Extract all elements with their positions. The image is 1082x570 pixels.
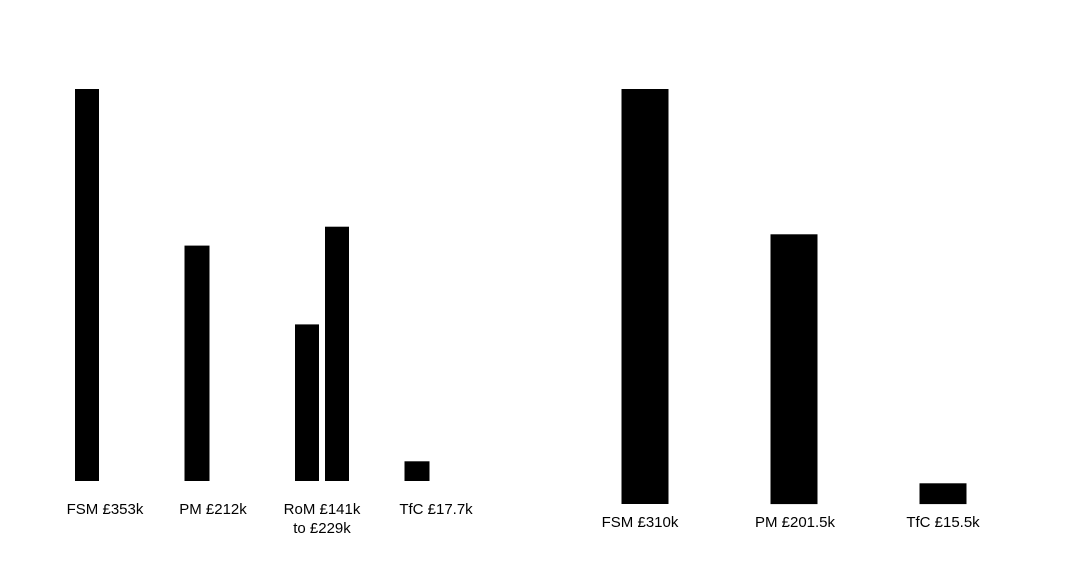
category-label-left-1: PM £212k	[179, 501, 247, 518]
left-bar-chart: FSM £353k PM £212k RoM £141k to £229k TfC £1…	[67, 89, 473, 537]
bar-left-2-series-0	[295, 324, 319, 481]
category-label-left-3: TfC £17.7k	[399, 501, 473, 518]
category-label-right-1: PM £201.5k	[755, 514, 836, 531]
category-label-right-0: FSM £310k	[602, 514, 679, 531]
bar-left-3-series-0	[404, 461, 430, 481]
bar-left-1-series-0	[184, 245, 210, 481]
right-bar-chart: FSM £310k PM £201.5k TfC £15.5k	[602, 89, 980, 531]
category-label-left-0: FSM £353k	[67, 501, 144, 518]
bar-right-0-series-0	[621, 89, 669, 504]
bar-left-2-series-1	[325, 226, 349, 481]
category-label-right-2: TfC £15.5k	[906, 514, 980, 531]
bar-left-0-series-0	[75, 89, 99, 481]
bar-right-1-series-0	[770, 234, 818, 505]
bar-right-2-series-0	[919, 483, 967, 505]
category-label-left-2: RoM £141k to £229k	[284, 501, 361, 537]
